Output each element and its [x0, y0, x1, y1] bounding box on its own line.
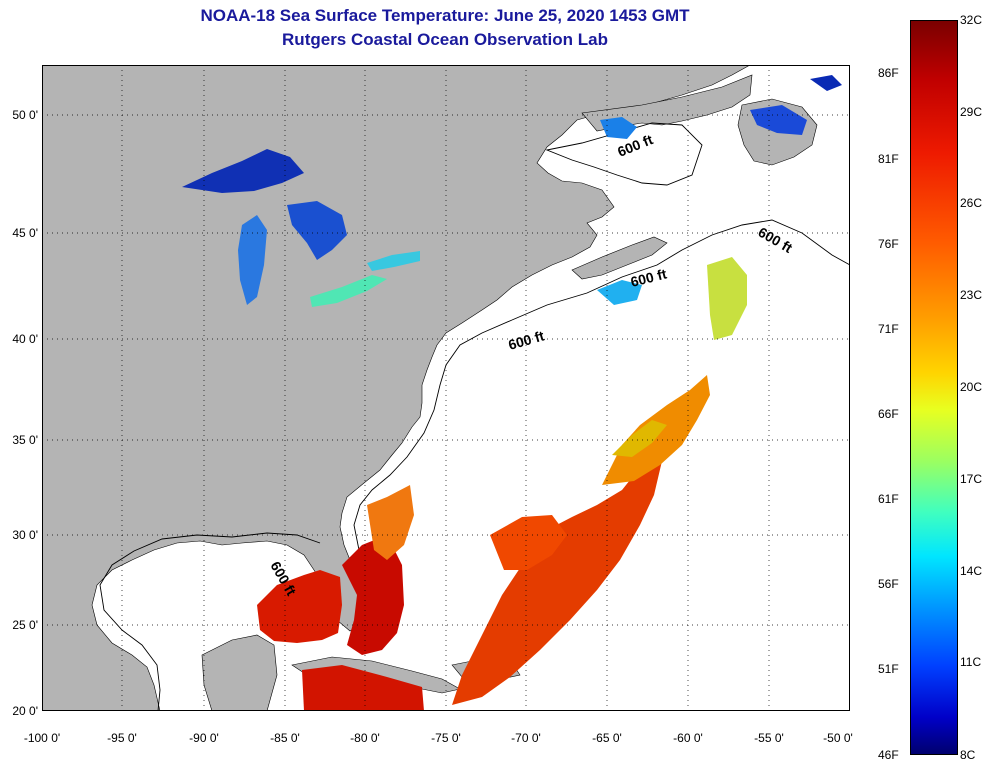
lon-label: -50 0'	[823, 731, 853, 745]
lon-label: -60 0'	[673, 731, 703, 745]
sst-labrador	[810, 75, 842, 91]
lat-label: 25 0'	[12, 618, 38, 632]
colorbar-fahrenheit-label: 76F	[878, 237, 899, 251]
sst-newfoundland	[750, 105, 807, 135]
colorbar-celsius-label: 8C	[960, 748, 976, 762]
colorbar-fahrenheit-label: 61F	[878, 492, 899, 506]
colorbar-celsius-label: 17C	[960, 472, 983, 486]
lon-label: -95 0'	[107, 731, 137, 745]
sst-grand-banks	[707, 257, 747, 340]
sst-gulf-east	[257, 570, 342, 643]
lon-label: -90 0'	[189, 731, 219, 745]
sst-gulf-st-lawrence	[600, 117, 637, 139]
north-america-land	[42, 65, 751, 711]
sst-caribbean	[302, 665, 424, 711]
sst-scotian-shelf	[597, 280, 642, 305]
colorbar-fahrenheit-label: 86F	[878, 66, 899, 80]
sst-cool-north	[600, 75, 842, 139]
sst-carolina-shelf	[367, 485, 414, 560]
lake-superior	[182, 149, 304, 193]
colorbar-fahrenheit-label: 66F	[878, 407, 899, 421]
sst-map: 600 ft 600 ft 600 ft 600 ft 600 ft	[42, 65, 850, 711]
lat-label: 45 0'	[12, 226, 38, 240]
lon-label: -75 0'	[431, 731, 461, 745]
sst-offshore-southeast	[490, 515, 567, 570]
map-title: NOAA-18 Sea Surface Temperature: June 25…	[200, 6, 690, 25]
colorbar-celsius-label: 11C	[960, 655, 982, 669]
map-frame	[42, 65, 850, 711]
contour-atlantic	[353, 319, 513, 611]
lon-label: -65 0'	[592, 731, 622, 745]
contour-gulf	[99, 532, 321, 711]
colorbar-celsius-label: 29C	[960, 105, 983, 119]
lat-label: 35 0'	[12, 433, 38, 447]
colorbar-celsius-label: 14C	[960, 564, 983, 578]
lon-label: -55 0'	[754, 731, 784, 745]
lake-ontario	[367, 251, 420, 271]
colorbar-celsius-label: 23C	[960, 288, 983, 302]
colorbar-celsius-label: 26C	[960, 196, 983, 210]
lon-label: -70 0'	[511, 731, 541, 745]
colorbar-fahrenheit-label: 81F	[878, 152, 899, 166]
sst-sargasso	[612, 420, 667, 457]
temperature-colorbar	[910, 20, 958, 755]
lake-michigan	[238, 215, 267, 305]
lat-label: 20 0'	[12, 704, 38, 718]
lon-label: -80 0'	[350, 731, 380, 745]
lon-label: -85 0'	[270, 731, 300, 745]
lat-label: 30 0'	[12, 528, 38, 542]
lat-label: 50 0'	[12, 108, 38, 122]
colorbar-celsius-label: 32C	[960, 13, 983, 27]
lon-label: -100 0'	[23, 731, 61, 745]
nova-scotia-land	[571, 236, 668, 280]
yucatan-land	[201, 634, 278, 711]
lat-label: 40 0'	[12, 332, 38, 346]
contour-scotian	[511, 219, 850, 321]
sst-warm-southeast	[257, 485, 424, 711]
sst-map-canvas: 600 ft 600 ft 600 ft 600 ft 600 ft	[42, 65, 850, 711]
lake-huron	[287, 201, 347, 260]
colorbar-fahrenheit-label: 46F	[878, 748, 899, 762]
map-subtitle: Rutgers Coastal Ocean Observation Lab	[282, 30, 608, 49]
colorbar-celsius-label: 20C	[960, 380, 983, 394]
lake-erie	[310, 275, 387, 307]
sst-offshore-atlantic	[452, 257, 747, 705]
colorbar-fahrenheit-label: 71F	[878, 322, 899, 336]
colorbar-fahrenheit-label: 51F	[878, 662, 899, 676]
great-lakes	[182, 149, 420, 307]
sst-gulf-stream-south	[452, 445, 662, 705]
colorbar-fahrenheit-label: 56F	[878, 577, 899, 591]
